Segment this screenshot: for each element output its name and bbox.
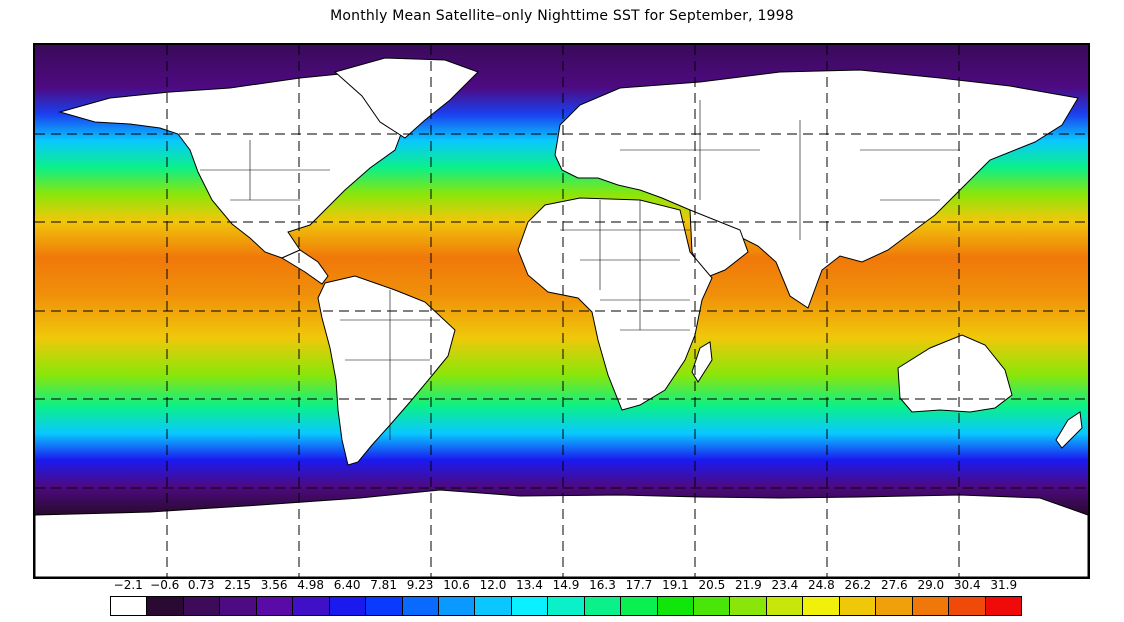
colorbar-swatch: [949, 597, 986, 615]
colorbar-tick-label: 10.6: [443, 578, 470, 592]
colorbar-swatch: [657, 597, 694, 615]
colorbar-swatch: [839, 597, 877, 615]
colorbar-tick-label: 2.15: [224, 578, 252, 592]
africa: [517, 197, 713, 411]
colorbar-tick-label: 14.9: [552, 578, 580, 592]
colorbar-swatch: [220, 597, 257, 615]
sst-map: [33, 43, 1090, 579]
greenland: [333, 57, 479, 139]
colorbar-tick-label: 12.0: [479, 578, 507, 592]
graticule: [35, 45, 1088, 577]
colorbar-tick-label: 21.9: [735, 578, 762, 592]
colorbar-swatch: [475, 597, 512, 615]
colorbar-tick-label: 30.4: [953, 578, 981, 592]
colorbar-ticks: −2.1 −0.6 0.73 2.15 3.56 4.98 6.40 7.81 9.23 10.6…: [0, 578, 1124, 594]
colorbar: [110, 596, 1022, 616]
colorbar-tick-label: 7.81: [370, 578, 397, 592]
colorbar-tick-label: 20.5: [698, 578, 726, 592]
colorbar-tick-label: 0.73: [187, 578, 215, 592]
colorbar-swatch: [730, 597, 767, 615]
colorbar-swatch: [548, 597, 585, 615]
new-zealand: [1055, 411, 1083, 449]
colorbar-swatch: [111, 597, 148, 615]
colorbar-swatch: [584, 597, 622, 615]
colorbar-swatch: [438, 597, 476, 615]
colorbar-swatch: [912, 597, 950, 615]
colorbar-swatch: [766, 597, 804, 615]
australia: [897, 334, 1013, 413]
colorbar-tick-label: 9.23: [406, 578, 434, 592]
country-borders: [200, 100, 960, 440]
south-america: [317, 275, 456, 466]
colorbar-tick-label: 27.6: [880, 578, 908, 592]
colorbar-tick-label: 17.7: [625, 578, 653, 592]
colorbar-swatch: [366, 597, 403, 615]
colorbar-tick-label: 4.98: [297, 578, 324, 592]
colorbar-swatch: [511, 597, 549, 615]
colorbar-tick-label: 23.4: [771, 578, 799, 592]
map-frame: [33, 43, 1090, 579]
colorbar-swatch: [183, 597, 221, 615]
central-america: [280, 249, 329, 285]
colorbar-tick-label: 26.2: [844, 578, 872, 592]
colorbar-swatch: [803, 597, 840, 615]
colorbar-swatch: [256, 597, 294, 615]
colorbar-swatch: [876, 597, 913, 615]
arabia: [689, 209, 749, 279]
colorbar-swatch: [694, 597, 731, 615]
colorbar-swatch: [985, 597, 1021, 615]
colorbar-swatch: [621, 597, 658, 615]
colorbar-tick-label: 19.1: [662, 578, 689, 592]
colorbar-tick-label: 13.4: [516, 578, 543, 592]
colorbar-tick-label: 29.0: [917, 578, 945, 592]
map-title: Monthly Mean Satellite–only Nighttime SS…: [330, 8, 794, 24]
colorbar-swatch: [147, 597, 184, 615]
madagascar: [691, 341, 713, 383]
colorbar-swatch: [402, 597, 439, 615]
colorbar-tick-label: 6.40: [333, 578, 361, 592]
colorbar-tick-label: 31.9: [990, 578, 1018, 592]
eurasia: [554, 69, 1079, 309]
colorbar-tick-label: −0.6: [150, 578, 180, 592]
colorbar-tick-label: 16.3: [589, 578, 616, 592]
colorbar-swatch: [293, 597, 330, 615]
colorbar-tick-label: 24.8: [808, 578, 835, 592]
north-america: [58, 71, 411, 259]
colorbar-tick-label: 3.56: [260, 578, 288, 592]
land-masses: [34, 57, 1089, 578]
colorbar-swatch: [329, 597, 367, 615]
colorbar-tick-label: −2.1: [113, 578, 143, 592]
